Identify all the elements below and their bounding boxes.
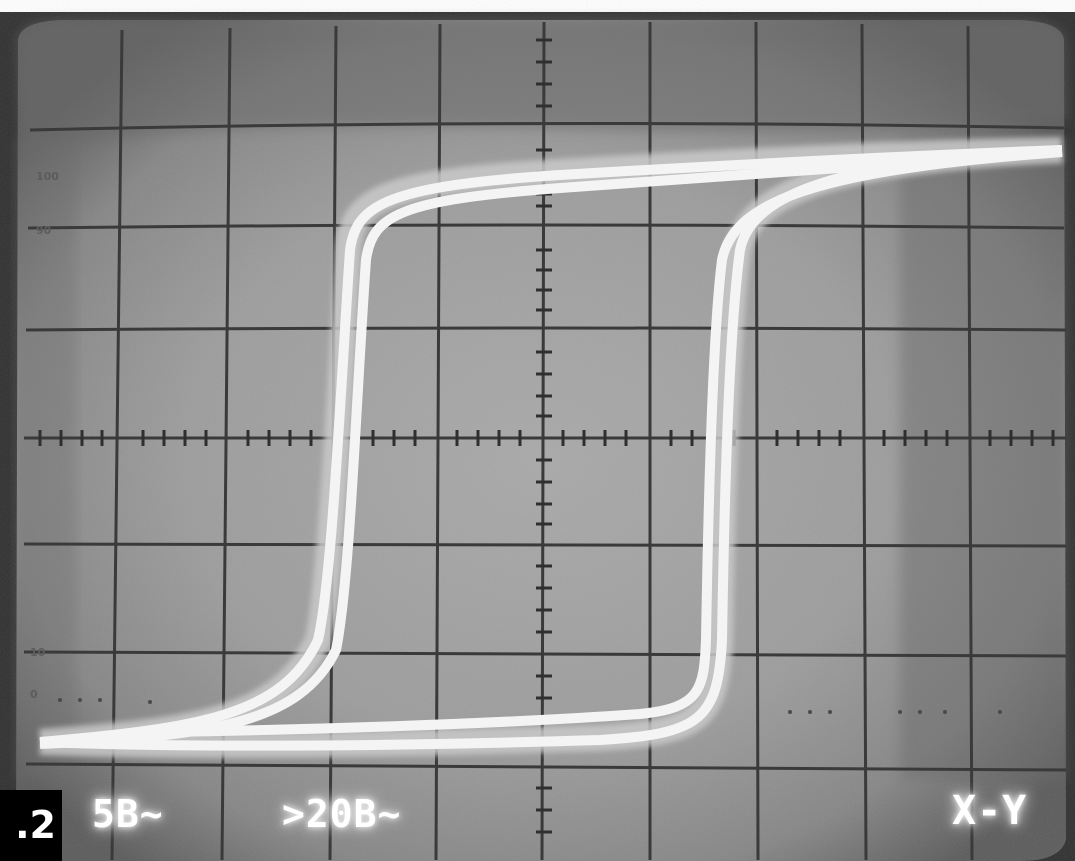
- photo-white-frame: [0, 0, 1075, 12]
- hysteresis-trace: [39, 145, 1063, 751]
- graticule-label-100: 100: [36, 170, 59, 183]
- graticule-label-0: 0: [30, 688, 38, 701]
- screen-left-shadow: [16, 140, 76, 780]
- reference-dots: [58, 698, 1002, 714]
- grid-h-7: [25, 762, 1067, 772]
- grid-v-7: [754, 21, 760, 861]
- screen-right-shadow: [900, 140, 1066, 780]
- figure-number-tag: .2: [0, 790, 62, 861]
- grid-h-6: [23, 650, 1067, 658]
- graticule-label-90: 90: [36, 224, 52, 237]
- graticule-label-10: 10: [30, 646, 46, 659]
- grid-h-4: [23, 435, 1067, 440]
- grid-v-1: [110, 29, 124, 861]
- xy-mode-label: X-Y: [952, 788, 1028, 834]
- trace-right-branch-inner: [159, 147, 1063, 737]
- trace-left-branch-inner: [39, 147, 1063, 749]
- grid-h-5: [23, 542, 1067, 548]
- grid-h-1: [29, 121, 1065, 132]
- channel-setting-label: 5B~: [92, 792, 164, 836]
- timebase-setting-label: >20B~: [282, 792, 402, 836]
- grid-h-2: [27, 223, 1065, 230]
- trace-left-branch: [39, 145, 1063, 747]
- grid-h-3: [25, 326, 1067, 332]
